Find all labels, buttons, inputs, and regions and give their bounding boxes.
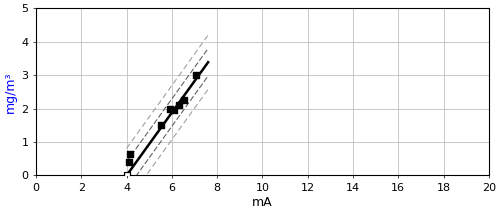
Point xyxy=(166,107,173,110)
Y-axis label: mg/m³: mg/m³ xyxy=(4,71,17,112)
Point xyxy=(170,108,178,112)
X-axis label: mA: mA xyxy=(252,196,272,209)
Point xyxy=(122,174,130,177)
Point xyxy=(125,160,133,164)
Point xyxy=(180,98,188,102)
Point xyxy=(192,73,200,77)
Point xyxy=(126,152,134,155)
Point xyxy=(174,104,182,107)
Point xyxy=(156,124,164,127)
